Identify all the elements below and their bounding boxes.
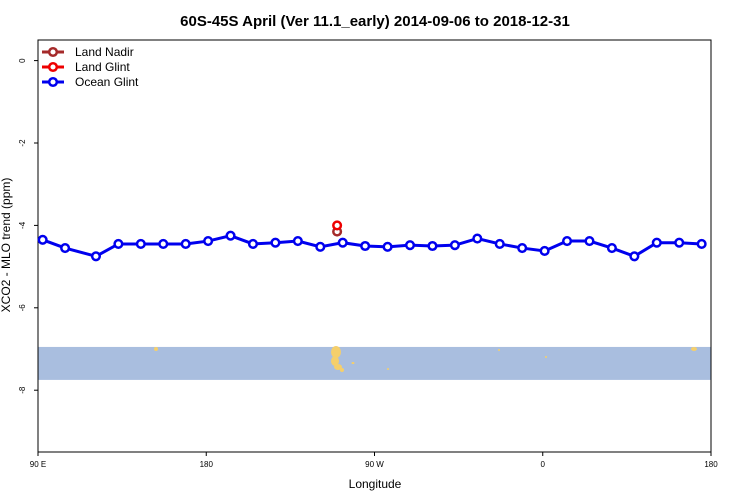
y-tick-label: -6 — [18, 304, 27, 312]
x-tick-label: 180 — [704, 460, 718, 469]
data-point — [651, 237, 662, 248]
data-point — [449, 240, 460, 251]
map-land-8 — [545, 356, 547, 358]
data-point — [158, 238, 169, 249]
legend-label: Ocean Glint — [75, 75, 139, 89]
map-land-1 — [331, 346, 341, 358]
data-point — [539, 245, 550, 256]
map-land-5 — [351, 362, 355, 364]
x-tick-label: 90 E — [30, 460, 46, 469]
data-point — [562, 236, 573, 247]
data-point — [113, 238, 124, 249]
data-point — [90, 251, 102, 262]
data-point — [360, 240, 371, 252]
x-tick-label: 0 — [541, 460, 546, 469]
data-point — [472, 233, 483, 244]
x-tick-label: 180 — [200, 460, 214, 469]
data-point — [60, 243, 71, 254]
map-land-2 — [331, 356, 339, 366]
data-point — [606, 243, 617, 254]
data-point — [315, 241, 326, 252]
map-land-0 — [154, 347, 158, 351]
data-point — [427, 240, 438, 252]
data-point — [696, 238, 707, 249]
data-point — [37, 234, 48, 245]
map-land-9 — [691, 347, 697, 351]
data-point — [270, 237, 281, 248]
map-land-3 — [334, 364, 342, 370]
series-ocean-glint — [37, 230, 707, 262]
data-point — [629, 251, 640, 262]
data-point — [135, 238, 146, 249]
map-band — [38, 346, 711, 380]
legend-marker — [47, 61, 59, 73]
chart-title: 60S-45S April (Ver 11.1_early) 2014-09-0… — [180, 13, 570, 30]
y-tick-label: 0 — [18, 58, 27, 63]
x-axis-label: Longitude — [349, 477, 402, 491]
data-point — [382, 241, 393, 252]
map-land-4 — [340, 368, 344, 372]
y-tick-label: -4 — [18, 221, 27, 229]
data-point — [337, 237, 348, 248]
series-land-glint — [332, 220, 343, 231]
legend-marker — [47, 76, 59, 88]
data-point — [180, 238, 191, 249]
x-tick-label: 90 W — [365, 460, 384, 469]
data-point — [332, 220, 343, 231]
data-point — [404, 240, 416, 251]
y-tick-label: -8 — [18, 386, 27, 394]
legend-marker — [47, 46, 59, 58]
map-ocean — [38, 346, 711, 380]
data-point — [292, 236, 303, 247]
data-point — [247, 238, 259, 249]
data-point — [494, 238, 505, 249]
data-point — [584, 236, 595, 247]
data-point — [674, 237, 685, 248]
data-point — [225, 230, 236, 241]
map-land-7 — [498, 349, 500, 351]
legend-label: Land Glint — [75, 60, 130, 74]
y-axis-label: XCO2 - MLO trend (ppm) — [0, 178, 13, 313]
y-tick-label: -2 — [18, 139, 27, 147]
map-land-6 — [387, 368, 389, 370]
data-point — [517, 243, 528, 254]
legend-label: Land Nadir — [75, 45, 134, 59]
data-point — [203, 236, 214, 247]
